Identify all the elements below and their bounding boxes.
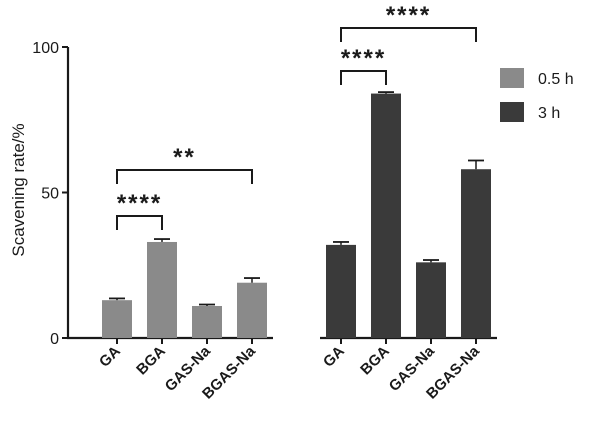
bar <box>416 262 446 338</box>
bar <box>326 244 356 338</box>
significance-bracket <box>116 215 163 230</box>
x-tick-label: BGA <box>357 343 393 379</box>
significance-annotations: ************** <box>116 2 477 230</box>
legend-label: 0.5 h <box>538 71 574 88</box>
x-tick-label: GA <box>320 343 348 371</box>
significance-label: **** <box>117 190 162 217</box>
bar <box>147 241 177 338</box>
legend-swatch <box>500 102 524 122</box>
bar <box>237 282 267 338</box>
y-tick-label: 0 <box>50 331 59 348</box>
significance-label: **** <box>386 2 431 29</box>
y-tick-label: 100 <box>32 40 59 57</box>
x-tick-label: GA <box>96 343 124 371</box>
y-tick-label: 50 <box>41 186 59 203</box>
significance-label: ** <box>173 144 196 171</box>
legend-swatch <box>500 68 524 88</box>
y-axis-label: Scavening rate/% <box>9 123 28 256</box>
bar <box>371 93 401 338</box>
significance-bracket <box>340 27 477 42</box>
significance-bracket <box>340 70 387 85</box>
legend-label: 3 h <box>538 105 560 122</box>
chart-legend: 0.5 h 3 h <box>500 68 574 122</box>
significance-bracket <box>116 169 253 184</box>
bar <box>461 169 491 338</box>
bar <box>102 300 132 338</box>
significance-label: **** <box>341 45 386 72</box>
x-tick-label: BGA <box>133 343 169 379</box>
bar <box>192 305 222 338</box>
